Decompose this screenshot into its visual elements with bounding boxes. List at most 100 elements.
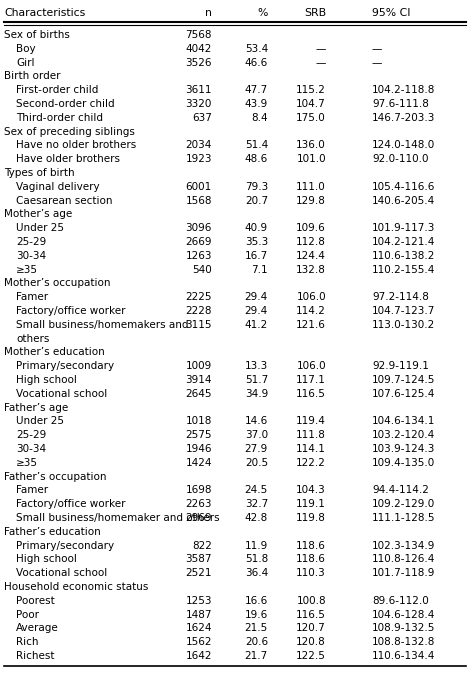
Text: 3320: 3320 bbox=[186, 99, 212, 109]
Text: 1624: 1624 bbox=[185, 624, 212, 633]
Text: 16.6: 16.6 bbox=[245, 596, 268, 606]
Text: 1009: 1009 bbox=[186, 361, 212, 371]
Text: 19.6: 19.6 bbox=[245, 610, 268, 620]
Text: Primary/secondary: Primary/secondary bbox=[16, 541, 114, 551]
Text: 109.6: 109.6 bbox=[296, 223, 326, 234]
Text: 4042: 4042 bbox=[186, 44, 212, 54]
Text: Factory/office worker: Factory/office worker bbox=[16, 306, 126, 316]
Text: 3115: 3115 bbox=[185, 319, 212, 330]
Text: Small business/homemaker and others: Small business/homemaker and others bbox=[16, 513, 219, 523]
Text: Father’s age: Father’s age bbox=[4, 403, 68, 412]
Text: 124.0-148.0: 124.0-148.0 bbox=[372, 141, 435, 150]
Text: Under 25: Under 25 bbox=[16, 223, 64, 234]
Text: ≥35: ≥35 bbox=[16, 265, 38, 274]
Text: Vaginal delivery: Vaginal delivery bbox=[16, 182, 100, 192]
Text: 120.8: 120.8 bbox=[296, 637, 326, 647]
Text: 109.4-135.0: 109.4-135.0 bbox=[372, 458, 435, 468]
Text: 92.9-119.1: 92.9-119.1 bbox=[372, 361, 429, 371]
Text: 110.2-155.4: 110.2-155.4 bbox=[372, 265, 436, 274]
Text: 2228: 2228 bbox=[185, 306, 212, 316]
Text: 1263: 1263 bbox=[185, 251, 212, 261]
Text: 103.2-120.4: 103.2-120.4 bbox=[372, 430, 435, 440]
Text: 95% CI: 95% CI bbox=[372, 8, 410, 18]
Text: 108.9-132.5: 108.9-132.5 bbox=[372, 624, 436, 633]
Text: 20.7: 20.7 bbox=[245, 195, 268, 206]
Text: 115.2: 115.2 bbox=[296, 85, 326, 95]
Text: 111.8: 111.8 bbox=[296, 430, 326, 440]
Text: Mother’s age: Mother’s age bbox=[4, 209, 72, 220]
Text: 24.5: 24.5 bbox=[245, 485, 268, 495]
Text: 103.9-124.3: 103.9-124.3 bbox=[372, 444, 436, 454]
Text: 118.6: 118.6 bbox=[296, 541, 326, 551]
Text: 116.5: 116.5 bbox=[296, 610, 326, 620]
Text: 51.4: 51.4 bbox=[245, 141, 268, 150]
Text: 637: 637 bbox=[192, 113, 212, 123]
Text: 97.2-114.8: 97.2-114.8 bbox=[372, 292, 429, 302]
Text: Rich: Rich bbox=[16, 637, 38, 647]
Text: 120.7: 120.7 bbox=[296, 624, 326, 633]
Text: 8.4: 8.4 bbox=[251, 113, 268, 123]
Text: 92.0-110.0: 92.0-110.0 bbox=[372, 155, 428, 164]
Text: Vocational school: Vocational school bbox=[16, 389, 107, 398]
Text: 3096: 3096 bbox=[186, 223, 212, 234]
Text: 46.6: 46.6 bbox=[245, 58, 268, 68]
Text: 94.4-114.2: 94.4-114.2 bbox=[372, 485, 429, 495]
Text: High school: High school bbox=[16, 554, 77, 564]
Text: 129.8: 129.8 bbox=[296, 195, 326, 206]
Text: Sex of births: Sex of births bbox=[4, 30, 70, 40]
Text: 124.4: 124.4 bbox=[296, 251, 326, 261]
Text: 114.1: 114.1 bbox=[296, 444, 326, 454]
Text: 25-29: 25-29 bbox=[16, 237, 46, 247]
Text: Birth order: Birth order bbox=[4, 71, 61, 81]
Text: 540: 540 bbox=[192, 265, 212, 274]
Text: 2669: 2669 bbox=[185, 237, 212, 247]
Text: Under 25: Under 25 bbox=[16, 416, 64, 426]
Text: 117.1: 117.1 bbox=[296, 375, 326, 385]
Text: 1923: 1923 bbox=[185, 155, 212, 164]
Text: Poor: Poor bbox=[16, 610, 39, 620]
Text: 105.4-116.6: 105.4-116.6 bbox=[372, 182, 436, 192]
Text: 42.8: 42.8 bbox=[245, 513, 268, 523]
Text: 2225: 2225 bbox=[185, 292, 212, 302]
Text: First-order child: First-order child bbox=[16, 85, 99, 95]
Text: 21.5: 21.5 bbox=[245, 624, 268, 633]
Text: 101.9-117.3: 101.9-117.3 bbox=[372, 223, 436, 234]
Text: 3526: 3526 bbox=[185, 58, 212, 68]
Text: ≥35: ≥35 bbox=[16, 458, 38, 468]
Text: Father’s occupation: Father’s occupation bbox=[4, 472, 107, 482]
Text: —: — bbox=[372, 44, 383, 54]
Text: 79.3: 79.3 bbox=[245, 182, 268, 192]
Text: 107.6-125.4: 107.6-125.4 bbox=[372, 389, 436, 398]
Text: Mother’s education: Mother’s education bbox=[4, 347, 105, 358]
Text: 29.4: 29.4 bbox=[245, 292, 268, 302]
Text: 21.7: 21.7 bbox=[245, 651, 268, 661]
Text: 32.7: 32.7 bbox=[245, 499, 268, 509]
Text: 104.7-123.7: 104.7-123.7 bbox=[372, 306, 436, 316]
Text: 7.1: 7.1 bbox=[251, 265, 268, 274]
Text: 6001: 6001 bbox=[186, 182, 212, 192]
Text: 30-34: 30-34 bbox=[16, 251, 46, 261]
Text: Characteristics: Characteristics bbox=[4, 8, 85, 18]
Text: 2034: 2034 bbox=[186, 141, 212, 150]
Text: 119.4: 119.4 bbox=[296, 416, 326, 426]
Text: 1562: 1562 bbox=[185, 637, 212, 647]
Text: Have older brothers: Have older brothers bbox=[16, 155, 120, 164]
Text: 53.4: 53.4 bbox=[245, 44, 268, 54]
Text: SRB: SRB bbox=[304, 8, 326, 18]
Text: 89.6-112.0: 89.6-112.0 bbox=[372, 596, 429, 606]
Text: Mother’s occupation: Mother’s occupation bbox=[4, 279, 110, 288]
Text: %: % bbox=[258, 8, 268, 18]
Text: 47.7: 47.7 bbox=[245, 85, 268, 95]
Text: 2969: 2969 bbox=[185, 513, 212, 523]
Text: 1568: 1568 bbox=[185, 195, 212, 206]
Text: Boy: Boy bbox=[16, 44, 36, 54]
Text: 20.5: 20.5 bbox=[245, 458, 268, 468]
Text: n: n bbox=[205, 8, 212, 18]
Text: 110.6-138.2: 110.6-138.2 bbox=[372, 251, 436, 261]
Text: 1487: 1487 bbox=[185, 610, 212, 620]
Text: 1946: 1946 bbox=[185, 444, 212, 454]
Text: 40.9: 40.9 bbox=[245, 223, 268, 234]
Text: 104.2-121.4: 104.2-121.4 bbox=[372, 237, 436, 247]
Text: Vocational school: Vocational school bbox=[16, 568, 107, 578]
Text: Father’s education: Father’s education bbox=[4, 527, 101, 537]
